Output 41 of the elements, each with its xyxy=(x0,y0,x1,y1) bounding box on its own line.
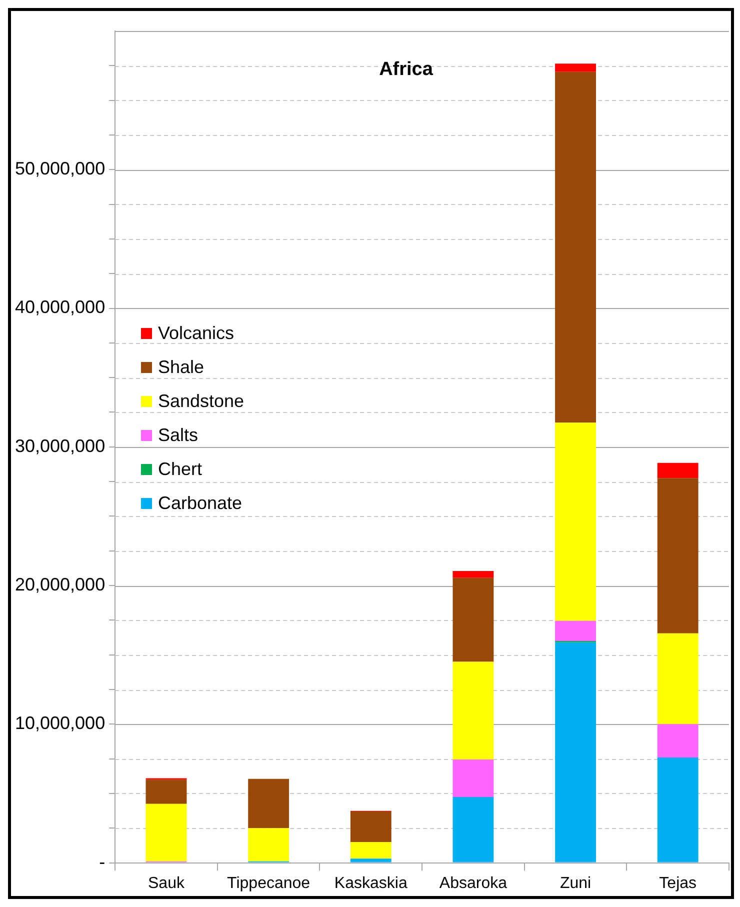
bar xyxy=(657,462,698,478)
legend-label: Shale xyxy=(158,356,204,379)
legend-label: Sandstone xyxy=(158,390,244,413)
x-tick-label: Zuni xyxy=(560,874,592,892)
bar xyxy=(657,478,698,634)
text: Africa xyxy=(378,59,434,81)
legend-label: Salts xyxy=(158,424,198,447)
bar xyxy=(146,780,187,804)
y-tick-label: 30,000,000 xyxy=(14,436,106,456)
bar xyxy=(452,570,494,578)
bar xyxy=(350,812,392,842)
x-tick-label: Sauk xyxy=(148,874,186,892)
bar xyxy=(555,620,596,641)
y-tick-label: - xyxy=(99,852,106,872)
bar xyxy=(452,662,494,760)
bar xyxy=(248,828,290,862)
bar xyxy=(452,578,494,662)
bar xyxy=(452,760,494,797)
x-tick-label: Kaskaskia xyxy=(334,874,408,892)
legend-label: Carbonate xyxy=(158,492,242,515)
y-tick-label: 50,000,000 xyxy=(14,158,106,179)
y-tick-label: 40,000,000 xyxy=(14,297,106,318)
bar xyxy=(350,858,392,862)
bar xyxy=(248,778,290,828)
bar xyxy=(146,804,187,862)
bar xyxy=(657,724,698,758)
bar xyxy=(657,633,698,724)
legend-label: Volcanics xyxy=(158,322,234,345)
bar xyxy=(350,842,392,859)
bar xyxy=(555,64,596,72)
bar xyxy=(657,757,698,862)
bar xyxy=(555,72,596,423)
bar xyxy=(452,796,494,862)
legend-label: Chert xyxy=(158,458,202,481)
y-tick-label: 10,000,000 xyxy=(14,713,106,734)
y-tick-label: 20,000,000 xyxy=(14,574,106,594)
x-tick-label: Tippecanoe xyxy=(227,874,310,892)
x-tick-label: Tejas xyxy=(659,874,697,892)
bar xyxy=(555,422,596,621)
x-tick-label: Absaroka xyxy=(439,874,508,892)
bar xyxy=(555,642,596,862)
